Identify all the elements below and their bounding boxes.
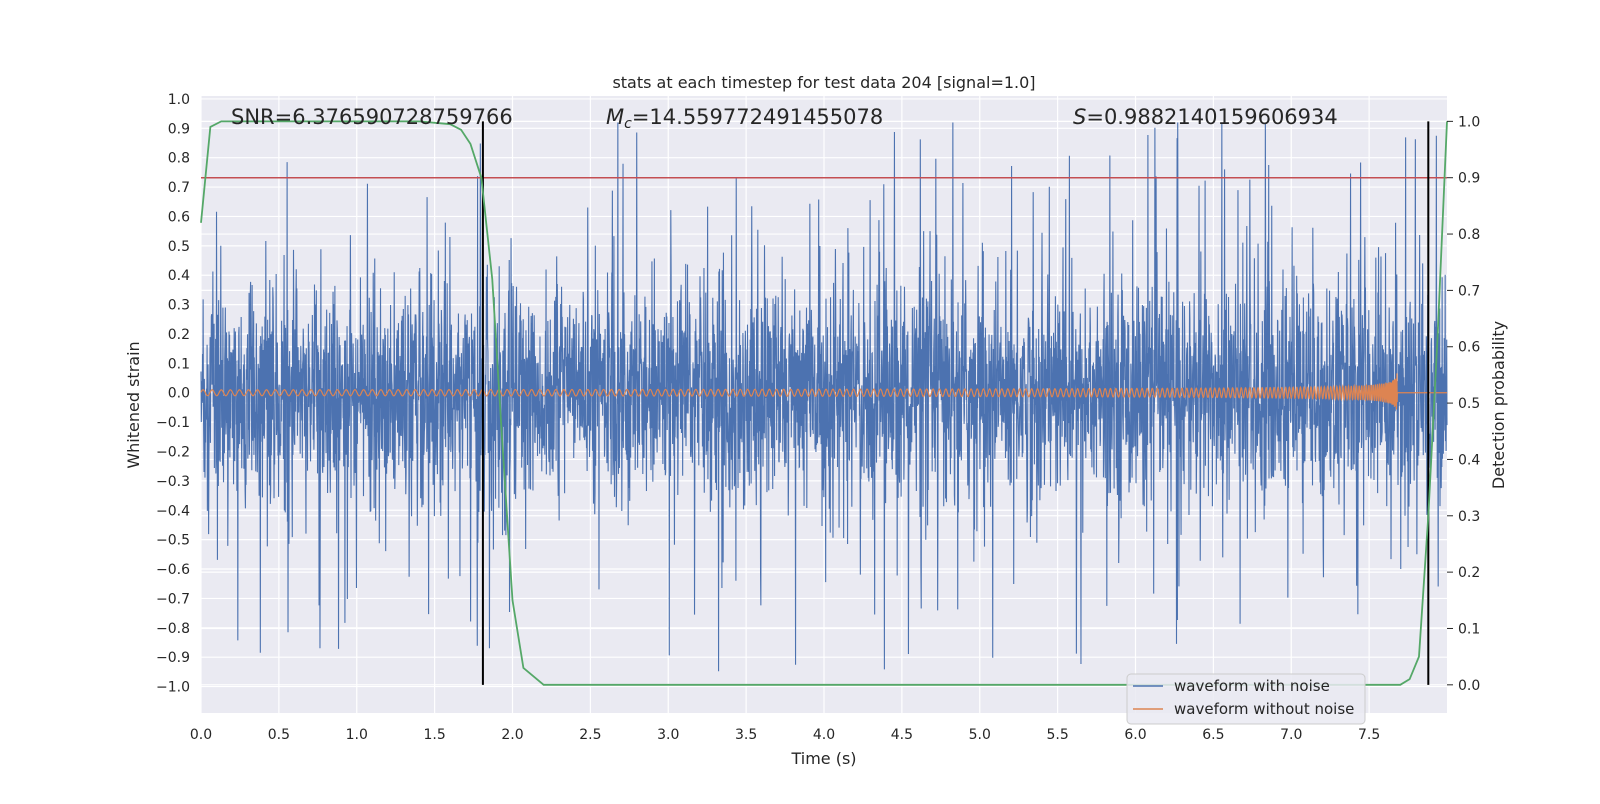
noise-line (200, 122, 1448, 672)
y-tick-label: −0.6 (156, 562, 190, 578)
y-tick-label: −0.9 (156, 650, 190, 666)
y2-tick-label: 1.0 (1458, 114, 1480, 130)
y2-tick-label: 0.5 (1458, 396, 1480, 412)
y2-tick-label: 0.9 (1458, 171, 1480, 187)
y-tick-label: 0.0 (168, 386, 190, 402)
x-tick-label: 5.5 (1046, 727, 1068, 743)
y2-tick-label: 0.6 (1458, 340, 1480, 356)
y-tick-label: −0.7 (156, 591, 190, 607)
y-tick-label: 0.8 (168, 151, 190, 167)
y-axis-label: Whitened strain (124, 341, 143, 468)
series-waveform-with-noise (200, 122, 1448, 672)
y2-tick-label: 0.1 (1458, 621, 1480, 637)
tick-labels: 0.0 0.5 1.0 1.5 2.0 2.5 3.0 3.5 4.0 4.5 5.0 5.5 6.0 6… (156, 92, 1480, 743)
y2-axis-label: Detection probability (1489, 321, 1508, 489)
y2-tick-label: 0.8 (1458, 227, 1480, 243)
y-tick-label: 0.6 (168, 209, 190, 225)
y2-tick-label: 0.2 (1458, 565, 1480, 581)
y-tick-label: 0.7 (168, 180, 190, 196)
x-tick-label: 6.5 (1202, 727, 1224, 743)
y-tick-label: −1.0 (156, 680, 190, 696)
x-tick-label: 2.5 (579, 727, 601, 743)
x-tick-label: 0.0 (190, 727, 212, 743)
x-tick-label: 1.0 (346, 727, 368, 743)
x-tick-label: 2.0 (501, 727, 523, 743)
y-tick-label: 1.0 (168, 92, 190, 108)
y-tick-label: 0.1 (168, 356, 190, 372)
chirp-mass-annotation: Mc=14.559772491455078 (606, 105, 883, 132)
y-tick-label: −0.2 (156, 445, 190, 461)
legend: waveform with noise waveform without noi… (1126, 673, 1366, 725)
x-axis-label: Time (s) (790, 749, 856, 768)
series-waveform-without-noise (200, 373, 1447, 410)
snr-annotation: SNR=6.376590728759766 (231, 105, 513, 129)
legend-label-clean: waveform without noise (1174, 700, 1354, 718)
series-detection-probability (200, 120, 1448, 686)
x-tick-label: 4.5 (891, 727, 913, 743)
y-tick-label: −0.1 (156, 415, 190, 431)
x-tick-label: 7.5 (1358, 727, 1380, 743)
y-tick-label: −0.8 (156, 621, 190, 637)
x-tick-label: 0.5 (268, 727, 290, 743)
y2-tick-label: 0.7 (1458, 283, 1480, 299)
y-tick-label: 0.9 (168, 121, 190, 137)
y2-tick-label: 0.0 (1458, 678, 1480, 694)
chart-title: stats at each timestep for test data 204… (612, 73, 1035, 92)
x-tick-label: 4.0 (813, 727, 835, 743)
s-annotation: S=0.9882140159606934 (1073, 105, 1338, 129)
y2-tick-label: 0.3 (1458, 509, 1480, 525)
y-tick-label: 0.4 (168, 268, 190, 284)
s-value: =0.9882140159606934 (1086, 105, 1337, 129)
s-symbol: S (1073, 105, 1086, 129)
x-tick-label: 3.0 (657, 727, 679, 743)
y-tick-label: 0.2 (168, 327, 190, 343)
legend-box (1126, 673, 1366, 725)
y-tick-label: −0.5 (156, 533, 190, 549)
mc-symbol: M (606, 105, 624, 129)
x-tick-label: 6.0 (1124, 727, 1146, 743)
y-tick-label: −0.3 (156, 474, 190, 490)
overlay-lines (201, 121, 1447, 685)
x-tick-label: 3.5 (735, 727, 757, 743)
probability-line (200, 120, 1448, 686)
x-tick-label: 7.0 (1280, 727, 1302, 743)
mc-value: =14.559772491455078 (632, 105, 883, 129)
x-tick-label: 1.5 (423, 727, 445, 743)
legend-label-noise: waveform with noise (1174, 677, 1330, 695)
y-tick-label: 0.5 (168, 239, 190, 255)
clean-line (200, 373, 1447, 410)
y-tick-label: −0.4 (156, 503, 190, 519)
y-tick-label: 0.3 (168, 298, 190, 314)
mc-subscript: c (624, 116, 632, 132)
y2-tick-label: 0.4 (1458, 452, 1480, 468)
x-tick-label: 5.0 (969, 727, 991, 743)
